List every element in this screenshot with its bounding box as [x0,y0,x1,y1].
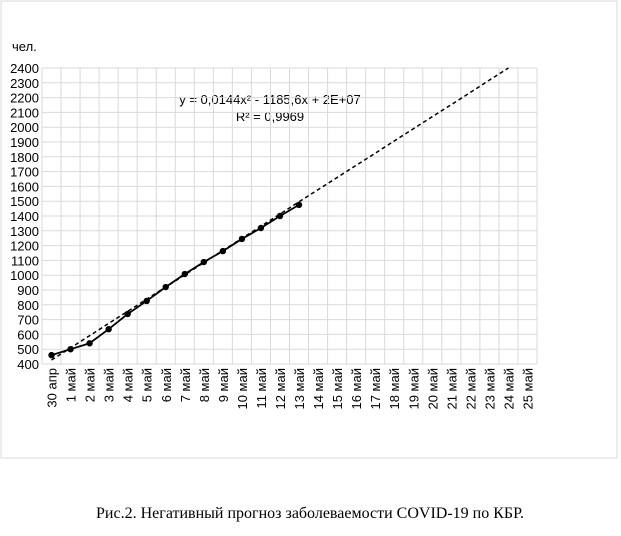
x-tick-label: 14 май [311,368,326,410]
trend-line [51,67,509,361]
y-tick-label: 600 [17,327,39,342]
y-tick-label: 900 [17,283,39,298]
data-point [86,340,93,347]
y-tick-label: 1400 [10,209,39,224]
x-tick-label: 25 май [520,368,535,410]
data-point [295,201,303,209]
y-tick-label: 2200 [10,91,39,106]
x-tick-label: 15 май [330,368,345,410]
x-tick-label: 5 май [140,368,155,402]
y-tick-label: 700 [17,313,39,328]
data-point [48,351,55,359]
x-tick-label: 24 май [501,368,516,410]
caption: Рис.2. Негативный прогноз заболеваемости… [96,505,524,522]
x-tick-label: 2 май [83,368,98,402]
y-tick-label: 1600 [10,179,39,194]
x-tick-label: 4 май [121,368,136,402]
y-tick-label: 800 [17,298,39,313]
x-tick-label: 30 апр [45,368,60,408]
y-tick-label: 2300 [10,76,39,91]
y-tick-label: 400 [17,357,39,372]
data-point [124,310,131,318]
y-tick-label: 2100 [10,105,39,120]
x-tick-label: 9 май [216,368,231,402]
x-tick-label: 12 май [273,368,288,410]
y-tick-label: 1000 [10,268,39,283]
x-tick-label: 13 май [292,368,307,410]
x-tick-label: 1 май [64,368,79,402]
data-point [143,297,150,305]
y-tick-label: 1500 [10,194,39,209]
y-axis-label: чел. [12,39,37,54]
y-tick-label: 1900 [10,135,39,150]
y-tick-label: 2000 [10,120,39,135]
x-tick-label: 16 май [349,368,364,410]
x-tick-label: 20 май [425,368,440,410]
x-tick-label: 6 май [159,368,174,402]
x-tick-label: 11 май [254,368,269,409]
x-tick-label: 18 май [387,368,402,410]
x-tick-label: 23 май [482,368,497,410]
x-tick-label: 17 май [368,368,383,410]
x-tick-label: 19 май [406,368,421,410]
y-tick-label: 2400 [10,61,39,76]
x-tick-label: 8 май [197,368,212,402]
y-tick-label: 1300 [10,224,39,239]
y-tick-label: 1700 [10,165,39,180]
x-tick-label: 21 май [444,368,459,410]
y-tick-label: 1200 [10,239,39,254]
x-tick-label: 10 май [235,368,250,410]
y-tick-label: 1100 [11,253,39,268]
x-tick-label: 22 май [463,368,478,410]
data-point [105,326,112,333]
y-tick-label: 500 [17,342,39,357]
y-tick-label: 1800 [10,150,39,165]
x-tick-label: 3 май [102,368,117,402]
x-tick-label: 7 май [178,368,193,402]
